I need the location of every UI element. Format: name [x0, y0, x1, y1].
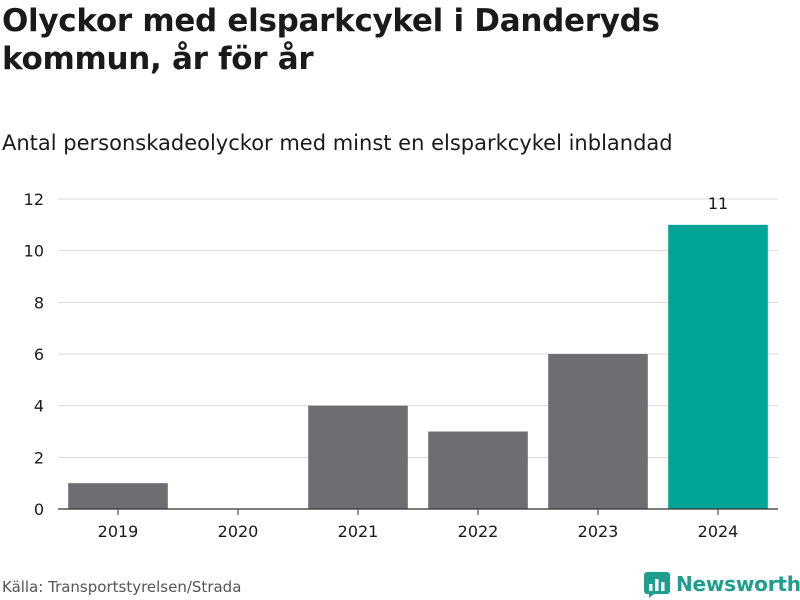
- x-tick-label: 2021: [338, 522, 379, 541]
- labels: 0 2 4 6 8 10 12 2019 2020 2021 2022 2023 2024 11: [24, 190, 739, 541]
- source-note: Källa: Transportstyrelsen/Strada: [2, 578, 242, 596]
- x-tick-label: 2022: [458, 522, 499, 541]
- bar-2019: [68, 483, 168, 509]
- bar-2024: [668, 224, 768, 510]
- y-tick-label: 12: [24, 190, 44, 209]
- y-tick-label: 4: [34, 397, 44, 416]
- bar-2021: [308, 405, 408, 509]
- x-tick-label: 2024: [698, 522, 739, 541]
- y-tick-label: 0: [34, 500, 44, 519]
- bar-chart: 0 2 4 6 8 10 12 2019 2020 2021 2022 2023 2024 11: [24, 190, 778, 541]
- newsworthy-logo-icon: [644, 572, 670, 598]
- x-tick-label: 2020: [218, 522, 259, 541]
- chart-title: Olyckor med elsparkcykel i Danderyds kom…: [2, 3, 660, 77]
- y-tick-label: 8: [34, 293, 44, 312]
- axes: [58, 508, 778, 515]
- data-label: 11: [708, 194, 728, 213]
- gridlines: [58, 198, 778, 458]
- chart-subtitle: Antal personskadeolyckor med minst en el…: [2, 131, 673, 155]
- y-tick-label: 2: [34, 448, 44, 467]
- y-tick-label: 10: [24, 242, 44, 261]
- newsworthy-logo: Newsworthy: [644, 569, 800, 599]
- x-tick-label: 2023: [578, 522, 619, 541]
- bars: [68, 224, 768, 510]
- bar-2023: [548, 354, 648, 509]
- y-tick-label: 6: [34, 345, 44, 364]
- brand-name: Newsworthy: [676, 572, 800, 596]
- bar-2022: [428, 431, 528, 509]
- x-tick-label: 2019: [98, 522, 139, 541]
